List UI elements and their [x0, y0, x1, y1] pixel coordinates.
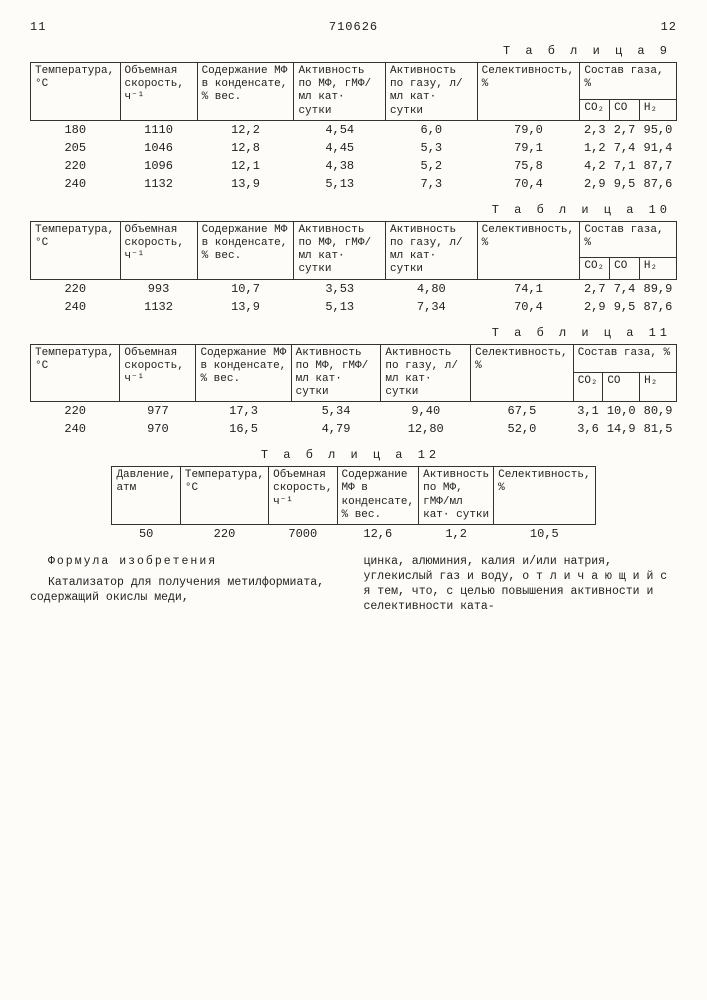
text-columns: Формула изобретения Катализатор для полу… [30, 555, 677, 615]
table12-caption: Т а б л и ц а 12 [30, 448, 671, 462]
table-row: 180111012,24,546,079,02,32,795,0 [31, 120, 677, 139]
page-header: 11 710626 12 [30, 20, 677, 34]
page-num-right: 12 [661, 20, 677, 34]
table-row: 240113213,95,137,370,42,99,587,6 [31, 175, 677, 193]
col-co2: СО₂ [580, 99, 610, 120]
col-speed: Объемная скорость, ч⁻¹ [120, 63, 197, 121]
table11: Температура,°С Объемная скорость, ч⁻¹ Со… [30, 344, 677, 439]
table11-body: 22097717,35,349,4067,53,110,080,92409701… [31, 402, 677, 439]
right-paragraph: цинка, алюминия, калия и/или натрия, угл… [364, 555, 678, 615]
table12-body: 50220700012,61,210,5 [112, 525, 595, 544]
col-mf: Содержание МФ в конденсате, % вес. [197, 63, 294, 121]
left-paragraph: Катализатор для получения метилформиата,… [30, 576, 344, 606]
table-row: 22097717,35,349,4067,53,110,080,9 [31, 402, 677, 421]
table11-caption: Т а б л и ц а 11 [30, 326, 671, 340]
col-act-mf: Активность по МФ, гМФ/мл кат· сутки [294, 63, 386, 121]
table9: Температура,°С Объемная скорость, ч⁻¹ Со… [30, 62, 677, 193]
table-row: 205104612,84,455,379,11,27,491,4 [31, 139, 677, 157]
doc-number: 710626 [329, 20, 378, 34]
table-row: 220109612,14,385,275,84,27,187,7 [31, 157, 677, 175]
table10-caption: Т а б л и ц а 10 [30, 203, 671, 217]
table-row: 240113213,95,137,3470,42,99,587,6 [31, 298, 677, 316]
col-select: Селективность, % [477, 63, 580, 121]
table-row: 22099310,73,534,8074,12,77,489,9 [31, 279, 677, 298]
table12: Давление, атм Температура, °С Объемная с… [111, 466, 595, 543]
table9-caption: Т а б л и ц а 9 [30, 44, 671, 58]
col-act-gas: Активность по газу, л/мл кат· сутки [386, 63, 478, 121]
table10: Температура,°С Объемная скорость, ч⁻¹ Со… [30, 221, 677, 316]
table9-body: 180111012,24,546,079,02,32,795,020510461… [31, 120, 677, 193]
col-temp: Температура,°С [31, 63, 121, 121]
table-row: 24097016,54,7912,8052,03,614,981,5 [31, 420, 677, 438]
table-row: 50220700012,61,210,5 [112, 525, 595, 544]
col-co: СО [610, 99, 640, 120]
page-num-left: 11 [30, 20, 46, 34]
formula-title: Формула изобретения [30, 555, 344, 570]
table10-body: 22099310,73,534,8074,12,77,489,924011321… [31, 279, 677, 316]
col-h2: Н₂ [639, 99, 676, 120]
col-gas: Состав газа, % [580, 63, 677, 100]
